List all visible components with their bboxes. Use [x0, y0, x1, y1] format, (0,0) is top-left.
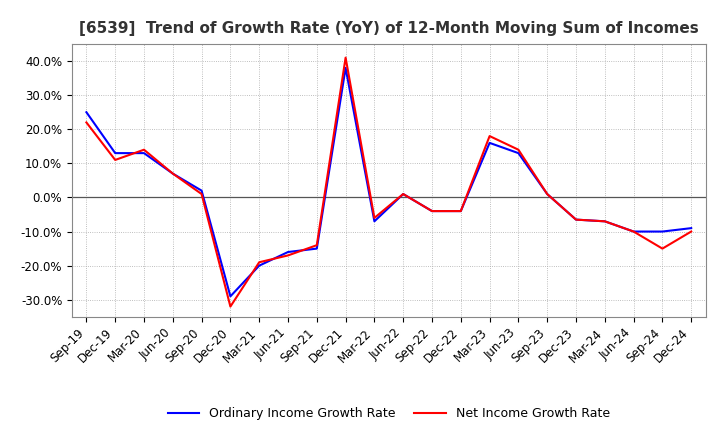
Net Income Growth Rate [341, 55, 350, 60]
Line: Ordinary Income Growth Rate: Ordinary Income Growth Rate [86, 68, 691, 296]
Net Income Growth Rate [687, 229, 696, 234]
Ordinary Income Growth Rate [82, 110, 91, 115]
Ordinary Income Growth Rate [140, 150, 148, 156]
Net Income Growth Rate [226, 304, 235, 309]
Ordinary Income Growth Rate [168, 171, 177, 176]
Title: [6539]  Trend of Growth Rate (YoY) of 12-Month Moving Sum of Incomes: [6539] Trend of Growth Rate (YoY) of 12-… [79, 21, 698, 36]
Net Income Growth Rate [255, 260, 264, 265]
Net Income Growth Rate [312, 242, 321, 248]
Ordinary Income Growth Rate [543, 191, 552, 197]
Ordinary Income Growth Rate [399, 191, 408, 197]
Ordinary Income Growth Rate [600, 219, 609, 224]
Ordinary Income Growth Rate [456, 209, 465, 214]
Ordinary Income Growth Rate [428, 209, 436, 214]
Net Income Growth Rate [600, 219, 609, 224]
Net Income Growth Rate [572, 217, 580, 222]
Net Income Growth Rate [428, 209, 436, 214]
Net Income Growth Rate [140, 147, 148, 152]
Net Income Growth Rate [370, 215, 379, 220]
Ordinary Income Growth Rate [284, 249, 292, 255]
Ordinary Income Growth Rate [658, 229, 667, 234]
Ordinary Income Growth Rate [341, 65, 350, 70]
Ordinary Income Growth Rate [370, 219, 379, 224]
Net Income Growth Rate [111, 157, 120, 162]
Ordinary Income Growth Rate [312, 246, 321, 251]
Line: Net Income Growth Rate: Net Income Growth Rate [86, 58, 691, 307]
Ordinary Income Growth Rate [485, 140, 494, 146]
Ordinary Income Growth Rate [629, 229, 638, 234]
Net Income Growth Rate [168, 171, 177, 176]
Ordinary Income Growth Rate [687, 225, 696, 231]
Ordinary Income Growth Rate [111, 150, 120, 156]
Ordinary Income Growth Rate [226, 293, 235, 299]
Net Income Growth Rate [514, 147, 523, 152]
Net Income Growth Rate [543, 191, 552, 197]
Ordinary Income Growth Rate [514, 150, 523, 156]
Net Income Growth Rate [456, 209, 465, 214]
Net Income Growth Rate [629, 229, 638, 234]
Ordinary Income Growth Rate [255, 263, 264, 268]
Ordinary Income Growth Rate [197, 188, 206, 193]
Net Income Growth Rate [485, 133, 494, 139]
Net Income Growth Rate [82, 120, 91, 125]
Net Income Growth Rate [284, 253, 292, 258]
Ordinary Income Growth Rate [572, 217, 580, 222]
Legend: Ordinary Income Growth Rate, Net Income Growth Rate: Ordinary Income Growth Rate, Net Income … [163, 402, 615, 425]
Net Income Growth Rate [658, 246, 667, 251]
Net Income Growth Rate [399, 191, 408, 197]
Net Income Growth Rate [197, 191, 206, 197]
